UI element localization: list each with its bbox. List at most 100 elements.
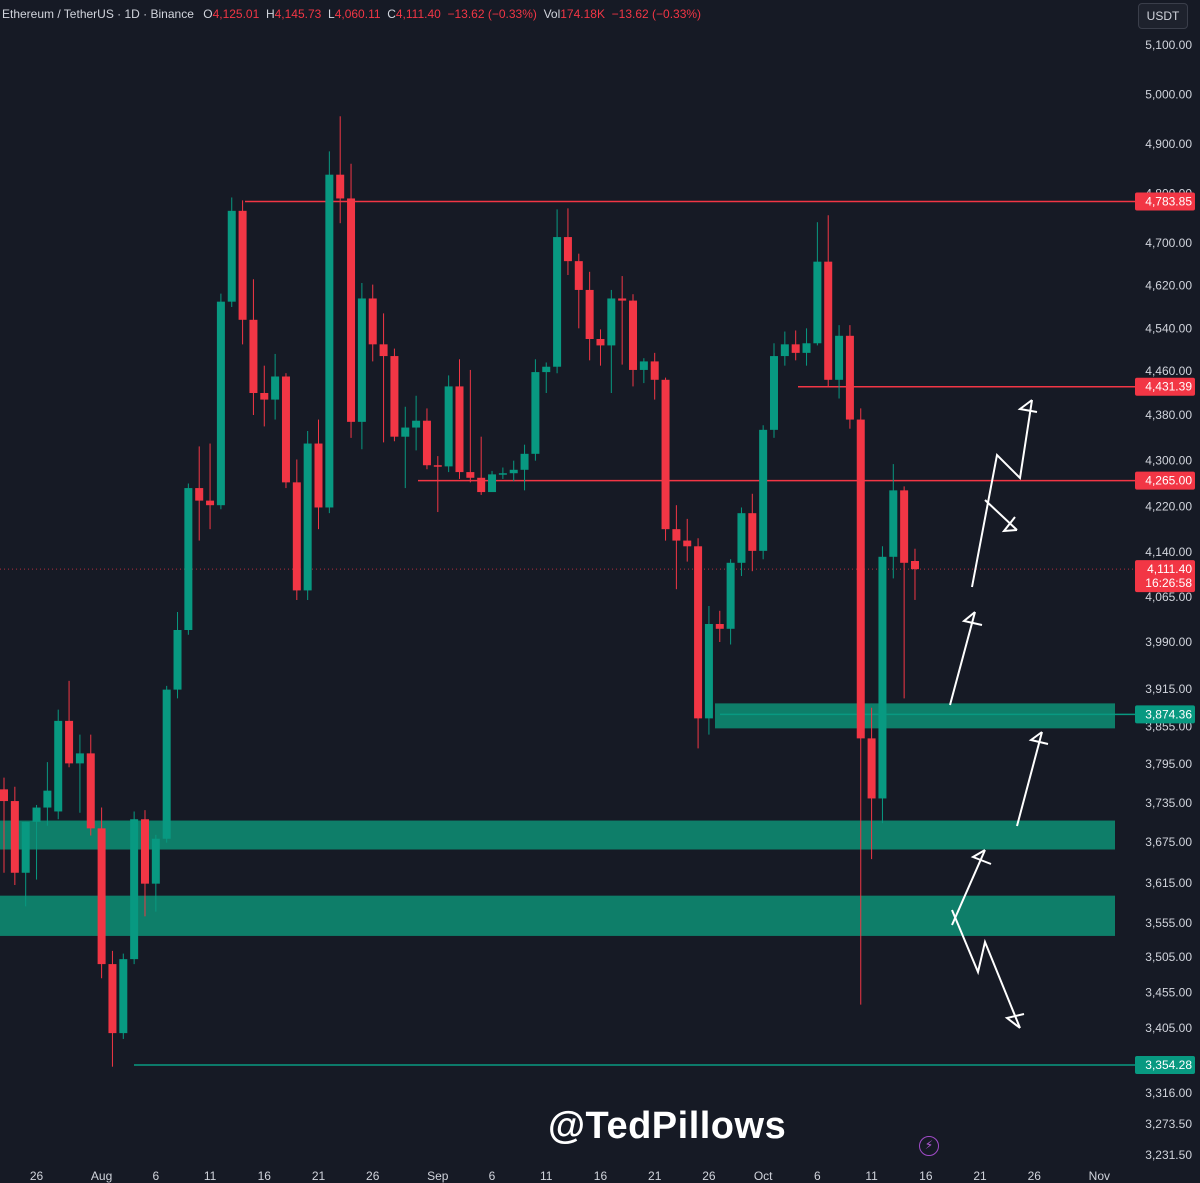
candle-body bbox=[672, 529, 681, 541]
symbol-header: Ethereum / TetherUS · 1D · Binance O4,12… bbox=[2, 7, 701, 21]
price-tick-label: 3,990.00 bbox=[1145, 635, 1192, 649]
projection-arrow bbox=[951, 849, 986, 926]
price-tick-label: 3,675.00 bbox=[1145, 835, 1192, 849]
candle-body bbox=[748, 513, 757, 551]
price-tick-label: 4,065.00 bbox=[1145, 590, 1192, 604]
candle-body bbox=[130, 819, 139, 960]
candle-body bbox=[867, 738, 876, 799]
candle-body bbox=[151, 838, 160, 884]
candle-body bbox=[43, 790, 52, 808]
time-tick-label: Aug bbox=[91, 1169, 112, 1183]
candle-body bbox=[531, 372, 540, 454]
volume-change: −13.62 (−0.33%) bbox=[611, 7, 702, 21]
candle-body bbox=[509, 469, 518, 474]
candle-body bbox=[466, 472, 475, 478]
symbol-name[interactable]: Ethereum / TetherUS · 1D · Binance bbox=[2, 7, 194, 21]
price-tick-label: 4,460.00 bbox=[1145, 364, 1192, 378]
last-price-text: 4,111.40 bbox=[1147, 562, 1192, 576]
price-tick-label: 4,540.00 bbox=[1145, 321, 1192, 335]
candle-body bbox=[835, 335, 844, 380]
time-tick-label: 11 bbox=[865, 1169, 878, 1183]
close-label: C bbox=[387, 7, 396, 21]
candle-body bbox=[629, 300, 638, 370]
candle-body bbox=[661, 379, 670, 530]
open-value: 4,125.01 bbox=[212, 7, 260, 21]
price-tick-label: 5,100.00 bbox=[1145, 38, 1192, 52]
currency-button[interactable]: USDT bbox=[1138, 3, 1188, 29]
candle-body bbox=[553, 237, 562, 367]
arrow-head bbox=[1004, 1013, 1025, 1029]
price-tick-label: 4,140.00 bbox=[1145, 545, 1192, 559]
candle-body bbox=[227, 210, 236, 302]
candle-body bbox=[477, 477, 486, 493]
arrow-head bbox=[961, 611, 983, 626]
price-tick-label: 3,795.00 bbox=[1145, 757, 1192, 771]
change-value: −13.62 (−0.33%) bbox=[447, 7, 537, 21]
candle-body bbox=[845, 335, 854, 420]
support-zone bbox=[0, 895, 1115, 936]
candle-body bbox=[910, 560, 919, 570]
candle-body bbox=[336, 174, 345, 199]
candle-body bbox=[683, 540, 692, 547]
candle-body bbox=[639, 361, 648, 370]
candle-body bbox=[780, 344, 789, 357]
candle-body bbox=[574, 261, 583, 290]
candle-body bbox=[542, 366, 551, 373]
candle-body bbox=[75, 753, 84, 764]
level-price-text: 4,783.85 bbox=[1145, 194, 1192, 208]
time-tick-label: 21 bbox=[312, 1169, 326, 1183]
level-price-text: 3,354.28 bbox=[1145, 1058, 1192, 1072]
close-value: 4,111.40 bbox=[395, 7, 441, 21]
candle-body bbox=[596, 339, 605, 346]
time-tick-label: 16 bbox=[919, 1169, 933, 1183]
price-tick-label: 5,000.00 bbox=[1145, 88, 1192, 102]
candle-body bbox=[390, 356, 399, 437]
time-tick-label: 6 bbox=[489, 1169, 496, 1183]
level-price-tag bbox=[1135, 471, 1195, 490]
candle-body bbox=[65, 720, 74, 764]
price-tick-label: 3,735.00 bbox=[1145, 796, 1192, 810]
time-tick-label: 26 bbox=[1028, 1169, 1042, 1183]
candle-body bbox=[325, 174, 334, 508]
candle-body bbox=[488, 474, 497, 493]
price-tick-label: 4,300.00 bbox=[1145, 454, 1192, 468]
price-tick-label: 4,700.00 bbox=[1145, 236, 1192, 250]
candle-body bbox=[444, 386, 453, 467]
candle-body bbox=[271, 376, 280, 400]
time-tick-label: 21 bbox=[648, 1169, 662, 1183]
candle-body bbox=[520, 453, 529, 470]
support-zone bbox=[715, 703, 1115, 729]
candle-body bbox=[173, 630, 182, 690]
level-price-tag bbox=[1135, 192, 1195, 211]
price-tick-label: 3,231.50 bbox=[1145, 1148, 1192, 1162]
candle-body bbox=[0, 789, 8, 802]
candle-body bbox=[726, 562, 735, 629]
projection-arrow bbox=[984, 499, 1018, 531]
price-tick-label: 3,273.50 bbox=[1145, 1117, 1192, 1131]
candle-body bbox=[140, 819, 149, 884]
candle-body bbox=[314, 443, 323, 508]
candle-body bbox=[694, 546, 703, 719]
time-tick-label: 6 bbox=[152, 1169, 159, 1183]
high-value: 4,145.73 bbox=[274, 7, 322, 21]
candle-body bbox=[889, 490, 898, 557]
candle-body bbox=[856, 419, 865, 739]
candle-body bbox=[498, 473, 507, 475]
level-price-tag bbox=[1135, 705, 1195, 724]
candle-body bbox=[54, 720, 63, 812]
lightning-icon[interactable]: ⚡ bbox=[919, 1136, 939, 1156]
price-tick-label: 4,380.00 bbox=[1145, 408, 1192, 422]
candle-body bbox=[86, 753, 95, 829]
time-tick-label: 26 bbox=[702, 1169, 716, 1183]
arrow-head bbox=[1017, 399, 1038, 413]
projection-arrow bbox=[949, 611, 976, 706]
candle-body bbox=[281, 376, 290, 483]
price-tick-label: 4,900.00 bbox=[1145, 137, 1192, 151]
candle-body bbox=[900, 490, 909, 563]
candle-body bbox=[97, 828, 106, 965]
time-tick-label: 26 bbox=[30, 1169, 44, 1183]
price-tick-label: 4,620.00 bbox=[1145, 279, 1192, 293]
candle-body bbox=[878, 556, 887, 799]
candle-body bbox=[21, 821, 30, 873]
